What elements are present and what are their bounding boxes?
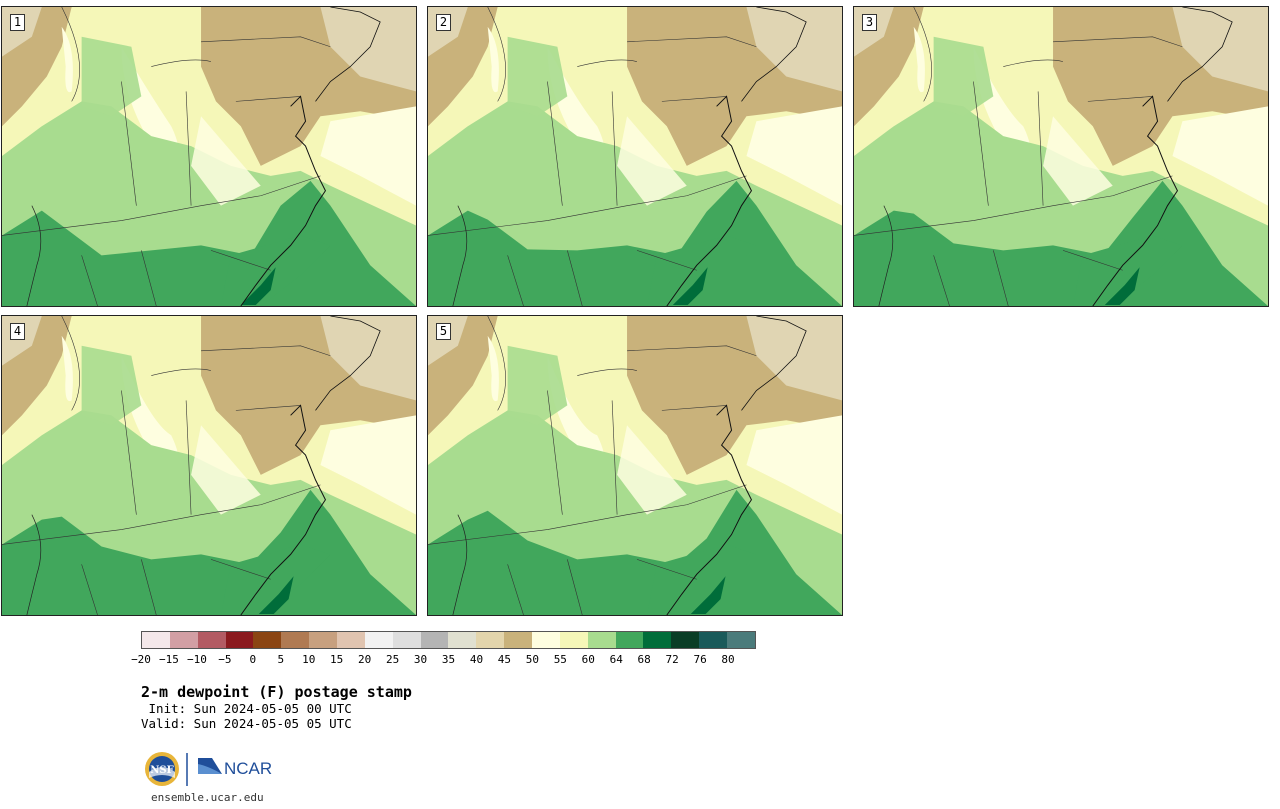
colorbar-swatch <box>420 632 449 648</box>
colorbar-tick-label: −10 <box>186 653 207 666</box>
panel-label: 4 <box>10 323 25 340</box>
colorbar-tick-label: 72 <box>665 653 679 666</box>
colorbar-tick-label: 68 <box>637 653 651 666</box>
colorbar-tick-label: 45 <box>497 653 512 666</box>
colorbar-tick-label: 76 <box>693 653 707 666</box>
init-time: Init: Sun 2024-05-05 00 UTC <box>141 701 352 716</box>
colorbar-swatch <box>253 632 282 648</box>
colorbar-swatch <box>504 632 533 648</box>
colorbar-swatch <box>587 632 616 648</box>
colorbar <box>141 631 756 649</box>
colorbar-swatch <box>281 632 310 648</box>
colorbar-tick-label: 35 <box>441 653 456 666</box>
nsf-seal-icon: NSF <box>145 752 179 786</box>
site-url: ensemble.ucar.edu <box>151 791 264 804</box>
colorbar-tick-label: −5 <box>218 653 232 666</box>
colorbar-tick-label: 80 <box>721 653 735 666</box>
colorbar-tick-label: −15 <box>159 653 179 666</box>
colorbar-tick-label: 0 <box>249 653 257 666</box>
colorbar-tick-label: 55 <box>553 653 567 666</box>
map-panel-5: 5 <box>427 315 843 616</box>
figure-title: 2-m dewpoint (F) postage stamp <box>141 683 412 701</box>
colorbar-swatch <box>476 632 505 648</box>
nsf-ncar-logo: NSF NCAR <box>145 752 272 786</box>
map-panel-4: 4 <box>1 315 417 616</box>
svg-text:NCAR: NCAR <box>224 759 272 778</box>
valid-time: Valid: Sun 2024-05-05 05 UTC <box>141 716 352 731</box>
colorbar-tick-label: −20 <box>131 653 151 666</box>
colorbar-swatch <box>615 632 644 648</box>
map-panel-2: 2 <box>427 6 843 307</box>
map-panel-3: 3 <box>853 6 1269 307</box>
panel-label: 3 <box>862 14 877 31</box>
colorbar-swatch <box>309 632 338 648</box>
colorbar-tick-label: 25 <box>385 653 400 666</box>
map-panel-1: 1 <box>1 6 417 307</box>
colorbar-swatch <box>225 632 254 648</box>
colorbar-swatch <box>559 632 588 648</box>
panel-label: 1 <box>10 14 25 31</box>
colorbar-swatch <box>197 632 226 648</box>
colorbar-tick-label: 60 <box>581 653 595 666</box>
svg-text:NSF: NSF <box>150 765 173 776</box>
colorbar-swatch <box>532 632 560 648</box>
colorbar-swatch <box>448 632 477 648</box>
colorbar-tick-label: 50 <box>525 653 539 666</box>
colorbar-swatch <box>727 632 755 648</box>
colorbar-swatch <box>671 632 700 648</box>
panel-label: 2 <box>436 14 451 31</box>
colorbar-ticks: −20 −15 −10 −5 0 5 10 15 20 25 30 35 40 45 50 55 60 64 68 7… <box>131 653 756 667</box>
colorbar-tick-label: 15 <box>330 653 344 666</box>
colorbar-tick-label: 40 <box>469 653 484 666</box>
ncar-logo-icon: NCAR <box>198 758 272 778</box>
colorbar-swatch <box>364 632 393 648</box>
panel-label: 5 <box>436 323 451 340</box>
colorbar-tick-label: 5 <box>277 653 285 666</box>
colorbar-swatch <box>643 632 672 648</box>
colorbar-swatch <box>169 632 198 648</box>
colorbar-swatch <box>337 632 365 648</box>
colorbar-tick-label: 30 <box>413 653 428 666</box>
colorbar-tick-label: 20 <box>358 653 372 666</box>
colorbar-tick-label: 10 <box>302 653 316 666</box>
colorbar-tick-label: 64 <box>609 653 623 666</box>
colorbar-swatch <box>142 632 170 648</box>
colorbar-swatch <box>392 632 421 648</box>
colorbar-swatch <box>699 632 728 648</box>
